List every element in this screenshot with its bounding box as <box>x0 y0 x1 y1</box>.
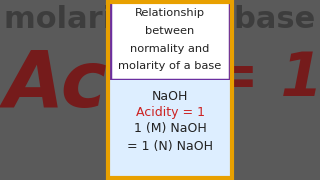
Text: molarity of a base: molarity of a base <box>4 5 316 34</box>
Text: Ac: Ac <box>3 47 107 123</box>
Text: Relationship: Relationship <box>135 8 205 18</box>
Text: normality and: normality and <box>130 44 210 54</box>
FancyBboxPatch shape <box>0 0 110 180</box>
Text: Acidity = 1: Acidity = 1 <box>135 106 204 119</box>
Text: = 1: = 1 <box>207 51 320 109</box>
Text: between: between <box>145 26 195 36</box>
Text: NaOH: NaOH <box>152 90 188 103</box>
FancyBboxPatch shape <box>110 0 230 80</box>
Text: molarity of a base: molarity of a base <box>118 61 222 71</box>
FancyBboxPatch shape <box>110 80 230 180</box>
Text: = 1 (N) NaOH: = 1 (N) NaOH <box>127 140 213 153</box>
Text: 1 (M) NaOH: 1 (M) NaOH <box>134 122 206 135</box>
FancyBboxPatch shape <box>230 0 320 180</box>
